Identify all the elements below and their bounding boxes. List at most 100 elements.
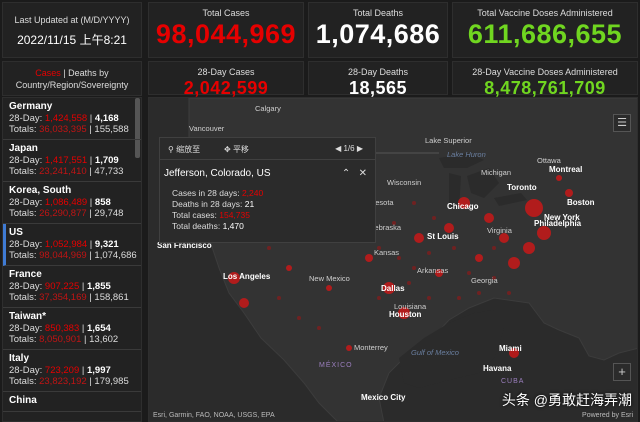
- collapse-icon[interactable]: ⌃: [341, 168, 351, 179]
- list-item-italy[interactable]: Italy 28-Day: 723,209 | 1,997 Totals: 23…: [3, 350, 141, 392]
- map-label-nebraska: Nebraska: [369, 223, 402, 232]
- list-item-germany[interactable]: Germany 28-Day: 1,424,558 | 4,168 Totals…: [3, 98, 141, 140]
- map-label-mexico: MÉXICO: [319, 362, 353, 369]
- total-vaccine-panel: Total Vaccine Doses Administered 611,686…: [452, 2, 638, 58]
- close-icon[interactable]: ✕: [358, 168, 367, 179]
- map-label-chicago: Chicago: [447, 202, 479, 211]
- powered-by-esri[interactable]: Powered by Esri: [582, 412, 633, 419]
- map-label-montreal: Montreal: [549, 165, 583, 174]
- map-label-arkansas: Arkansas: [417, 266, 449, 275]
- country-name: Taiwan*: [9, 311, 47, 322]
- vaccine-28-panel: 28-Day Vaccine Doses Administered 8,478,…: [452, 61, 638, 98]
- map-label-new-mexico: New Mexico: [309, 274, 350, 283]
- total-deaths-title: Total Deaths: [352, 8, 404, 18]
- country-list[interactable]: Germany 28-Day: 1,424,558 | 4,168 Totals…: [2, 97, 142, 422]
- list-header[interactable]: Cases | Deaths by Country/Region/Soverei…: [2, 61, 142, 96]
- country-name: Germany: [9, 101, 53, 112]
- popup-title: Jefferson, Colorado, US: [164, 168, 271, 179]
- map-label-cuba: CUBA: [501, 378, 525, 385]
- popup-toolbar: ⚲ 缩放至 ✥ 平移 ◀ 1/6 ▶: [160, 138, 375, 160]
- map-label-gulf-of-mexico: Gulf of Mexico: [411, 348, 459, 357]
- popup-page-count: 1/6: [343, 144, 355, 153]
- pan-icon: ✥: [224, 145, 231, 154]
- map-label-vancouver: Vancouver: [189, 124, 225, 133]
- magnify-icon: ⚲: [168, 145, 174, 154]
- list-header-title: Cases | Deaths by Country/Region/Soverei…: [3, 67, 141, 91]
- vaccine-28-value: 8,478,761,709: [484, 78, 606, 98]
- map-canvas[interactable]: [149, 98, 638, 422]
- watermark-text: 头条 @勇敢赶海弄潮: [501, 392, 632, 408]
- map-label-san-francisco: San Francisco: [157, 241, 212, 250]
- map-view[interactable]: Calgary Vancouver Lake Superior Michigan…: [148, 97, 638, 422]
- popup-pan-button[interactable]: ✥ 平移: [224, 145, 249, 154]
- country-name: France: [9, 269, 42, 280]
- total-deaths-value: 1,074,686: [315, 19, 441, 49]
- chevron-right-icon[interactable]: ▶: [356, 144, 363, 153]
- popup-deaths-28: Deaths in 28 days: 21: [172, 199, 255, 209]
- map-label-monterrey: Monterrey: [354, 343, 388, 352]
- country-name: Japan: [9, 143, 38, 154]
- total-vaccine-value: 611,686,655: [467, 19, 623, 49]
- map-label-michigan: Michigan: [481, 168, 512, 177]
- country-totals: Totals: 36,033,395 | 155,588: [9, 124, 129, 135]
- list-header-deaths-tab[interactable]: | Deaths by: [60, 68, 109, 78]
- country-name: US: [9, 227, 23, 238]
- map-attribution[interactable]: Esri, Garmin, FAO, NOAA, USGS, EPA: [153, 412, 275, 419]
- map-label-los-angeles: Los Angeles: [223, 272, 271, 281]
- list-item-taiwan[interactable]: Taiwan* 28-Day: 850,383 | 1,654 Totals: …: [3, 308, 141, 350]
- country-28day: 28-Day: 1,424,558 | 4,168: [9, 113, 119, 124]
- map-label-boston: Boston: [567, 198, 595, 207]
- popup-controls: ⌃ ✕: [342, 168, 367, 179]
- list-item-china[interactable]: China: [3, 392, 141, 412]
- list-item-us[interactable]: US 28-Day: 1,052,984 | 9,321 Totals: 98,…: [3, 224, 141, 266]
- map-label-virginia: Virginia: [487, 226, 512, 235]
- country-28day: 28-Day: 1,086,489 | 858: [9, 197, 111, 208]
- total-cases-panel: Total Cases 98,044,969: [148, 2, 304, 58]
- list-header-cases-tab[interactable]: Cases: [35, 68, 61, 78]
- list-item-france[interactable]: France 28-Day: 907,225 | 1,855 Totals: 3…: [3, 266, 141, 308]
- popup-cases-28: Cases in 28 days: 2,240: [172, 188, 264, 198]
- cases-28-panel: 28-Day Cases 2,042,599: [148, 61, 304, 98]
- last-updated-value: 2022/11/15 上午8:21: [17, 33, 127, 47]
- map-label-philadelphia: Philadelphia: [534, 219, 582, 228]
- map-label-dallas: Dallas: [381, 284, 405, 293]
- map-label-ottawa: Ottawa: [537, 156, 561, 165]
- deaths-28-panel: 28-Day Deaths 18,565: [308, 61, 448, 98]
- cases-28-title: 28-Day Cases: [197, 67, 255, 77]
- map-label-lake-superior: Lake Superior: [425, 136, 472, 145]
- list-item-korea-south[interactable]: Korea, South 28-Day: 1,086,489 | 858 Tot…: [3, 182, 141, 224]
- map-label-lake-huron: Lake Huron: [447, 150, 486, 159]
- zoom-in-button[interactable]: +: [613, 363, 631, 381]
- map-label-kansas: Kansas: [374, 248, 400, 257]
- map-label-georgia: Georgia: [471, 276, 498, 285]
- cases-28-value: 2,042,599: [183, 78, 269, 98]
- deaths-28-value: 18,565: [348, 78, 408, 98]
- map-label-calgary: Calgary: [255, 104, 281, 113]
- list-item-japan[interactable]: Japan 28-Day: 1,417,551 | 1,709 Totals: …: [3, 140, 141, 182]
- map-label-minnesota: Minnesota: [359, 198, 394, 207]
- total-deaths-panel: Total Deaths 1,074,686: [308, 2, 448, 58]
- popup-pager[interactable]: ◀ 1/6 ▶: [335, 144, 363, 153]
- list-scrollbar[interactable]: [135, 98, 140, 158]
- map-label-houston: Houston: [389, 310, 422, 319]
- deaths-28-title: 28-Day Deaths: [347, 67, 409, 77]
- list-header-line2: Country/Region/Sovereignty: [15, 80, 129, 90]
- total-vaccine-title: Total Vaccine Doses Administered: [477, 8, 613, 18]
- last-updated-label: Last Updated at (M/D/YYYY): [14, 15, 130, 25]
- country-totals: Totals: 23,823,192 | 179,985: [9, 376, 129, 387]
- feature-popup: ⚲ 缩放至 ✥ 平移 ◀ 1/6 ▶ Jefferson, Colorado, …: [159, 137, 376, 243]
- popup-body: Cases in 28 days: 2,240 Deaths in 28 day…: [172, 188, 263, 232]
- chevron-left-icon[interactable]: ◀: [335, 144, 342, 153]
- country-totals: Totals: 37,354,169 | 158,861: [9, 292, 129, 303]
- map-label-mexico-city: Mexico City: [361, 393, 406, 402]
- map-label-miami: Miami: [499, 344, 522, 353]
- popup-total-deaths: Total deaths: 1,470: [172, 221, 244, 231]
- map-label-new-york: New York: [544, 213, 580, 222]
- country-totals: Totals: 8,050,901 | 13,602: [9, 334, 119, 345]
- country-totals: Totals: 26,290,877 | 29,748: [9, 208, 124, 219]
- country-name: China: [9, 395, 37, 406]
- country-totals: Totals: 98,044,969 | 1,074,686: [9, 250, 137, 261]
- map-label-wisconsin: Wisconsin: [387, 178, 422, 187]
- popup-zoom-to-button[interactable]: ⚲ 缩放至: [168, 145, 201, 154]
- list-icon[interactable]: ☰: [613, 114, 631, 132]
